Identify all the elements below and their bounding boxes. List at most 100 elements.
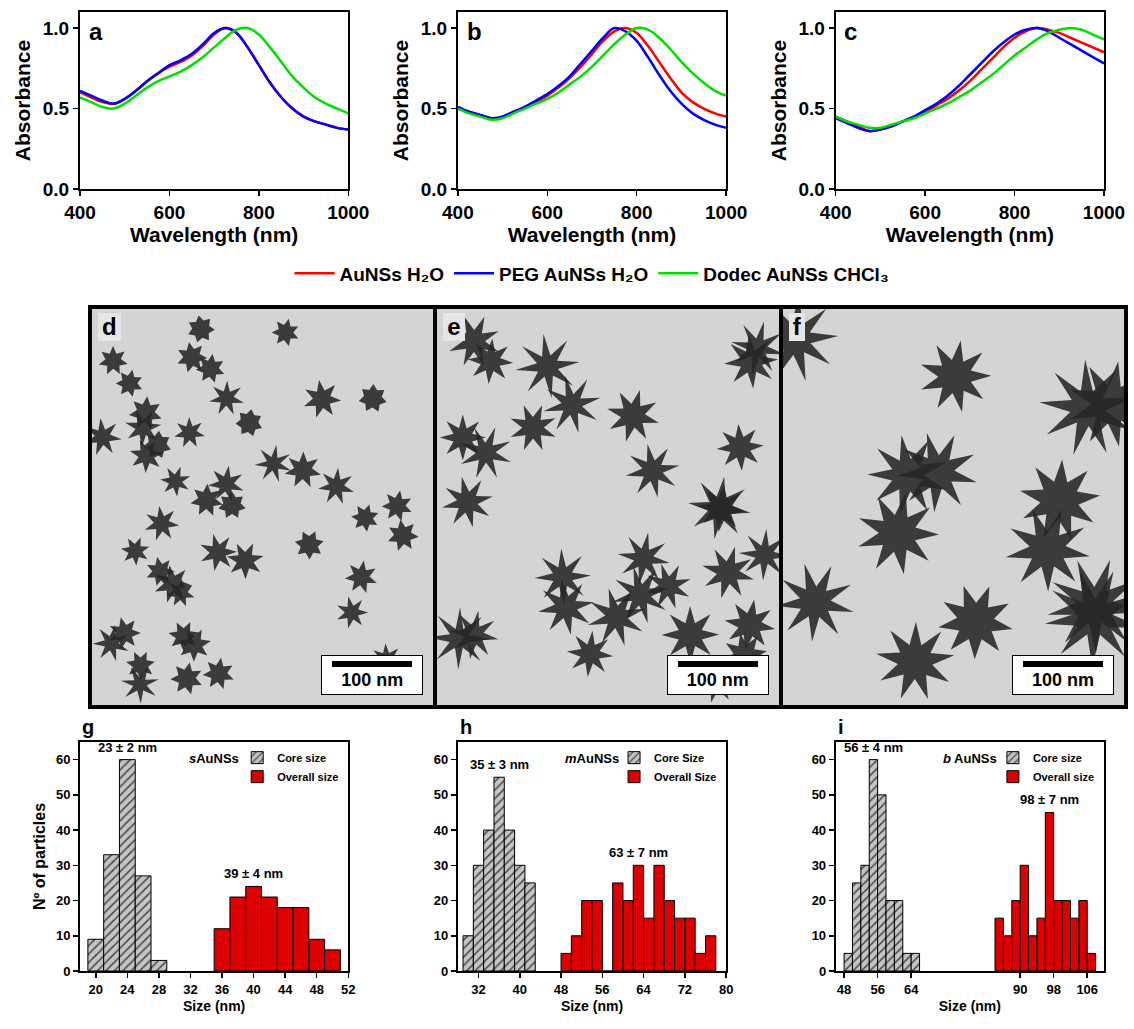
svg-text:b AuNSs: b AuNSs (943, 751, 997, 766)
svg-text:20: 20 (89, 982, 103, 997)
svg-text:g: g (82, 716, 94, 738)
html-text:100 nm: 100 nm (686, 670, 749, 690)
svg-text:PEG AuNSs H₂O: PEG AuNSs H₂O (499, 264, 648, 285)
svg-text:64: 64 (636, 982, 651, 997)
svg-text:Absorbance: Absorbance (389, 40, 412, 161)
svg-text:0: 0 (441, 964, 448, 979)
svg-text:72: 72 (678, 982, 692, 997)
svg-text:Overall size: Overall size (277, 771, 338, 783)
svg-text:600: 600 (154, 202, 186, 223)
svg-text:64: 64 (904, 982, 919, 997)
svg-text:56: 56 (595, 982, 609, 997)
svg-text:Wavelength (nm): Wavelength (nm) (130, 223, 298, 246)
svg-text:600: 600 (909, 202, 941, 223)
svg-text:Size (nm): Size (nm) (561, 998, 623, 1014)
svg-text:106: 106 (1076, 982, 1098, 997)
svg-text:1.0: 1.0 (43, 18, 69, 39)
svg-text:39 ± 4 nm: 39 ± 4 nm (224, 866, 283, 881)
html-text:100 nm: 100 nm (341, 670, 404, 690)
svg-text:Size (nm): Size (nm) (939, 998, 1001, 1014)
svg-text:0.5: 0.5 (798, 98, 825, 119)
svg-text:h: h (460, 716, 472, 738)
svg-text:b: b (467, 18, 482, 45)
svg-text:800: 800 (999, 202, 1031, 223)
svg-text:800: 800 (621, 202, 653, 223)
svg-text:98: 98 (1046, 982, 1060, 997)
svg-text:c: c (844, 18, 857, 45)
svg-text:Core Size: Core Size (654, 752, 704, 764)
svg-text:600: 600 (531, 202, 563, 223)
svg-text:50: 50 (56, 787, 70, 802)
svg-text:Wavelength (nm): Wavelength (nm) (886, 223, 1054, 246)
svg-text:60: 60 (56, 752, 70, 767)
svg-text:10: 10 (812, 928, 826, 943)
svg-text:36: 36 (215, 982, 229, 997)
svg-text:40: 40 (246, 982, 260, 997)
svg-text:40: 40 (812, 823, 826, 838)
svg-text:Absorbance: Absorbance (11, 40, 34, 161)
svg-text:44: 44 (278, 982, 293, 997)
svg-text:Core size: Core size (277, 752, 326, 764)
svg-text:90: 90 (1013, 982, 1027, 997)
svg-text:10: 10 (56, 928, 70, 943)
svg-text:AuNSs H₂O: AuNSs H₂O (340, 264, 445, 285)
svg-text:63 ± 7 nm: 63 ± 7 nm (609, 845, 668, 860)
svg-text:1000: 1000 (327, 202, 369, 223)
svg-text:40: 40 (434, 823, 448, 838)
svg-text:1000: 1000 (705, 202, 747, 223)
svg-text:23 ± 2 nm: 23 ± 2 nm (98, 740, 157, 755)
svg-text:Core size: Core size (1033, 752, 1082, 764)
svg-text:Overall Size: Overall Size (654, 771, 716, 783)
svg-text:400: 400 (442, 202, 474, 223)
svg-text:0.5: 0.5 (43, 98, 70, 119)
svg-text:0: 0 (63, 964, 70, 979)
svg-text:28: 28 (152, 982, 166, 997)
svg-text:mAuNSs: mAuNSs (565, 751, 619, 766)
svg-text:1.0: 1.0 (798, 18, 824, 39)
svg-text:800: 800 (243, 202, 275, 223)
svg-text:a: a (89, 18, 103, 45)
svg-text:50: 50 (812, 787, 826, 802)
svg-text:48: 48 (309, 982, 323, 997)
svg-text:0.0: 0.0 (421, 179, 447, 200)
svg-text:i: i (838, 716, 844, 738)
svg-text:30: 30 (56, 858, 70, 873)
svg-text:sAuNSs: sAuNSs (189, 751, 239, 766)
svg-text:52: 52 (341, 982, 355, 997)
svg-text:32: 32 (183, 982, 197, 997)
svg-text:50: 50 (434, 787, 448, 802)
svg-text:Wavelength (nm): Wavelength (nm) (508, 223, 676, 246)
svg-text:80: 80 (719, 982, 733, 997)
svg-text:56: 56 (870, 982, 884, 997)
svg-text:30: 30 (434, 858, 448, 873)
svg-text:56 ± 4 nm: 56 ± 4 nm (844, 740, 903, 755)
svg-text:98 ± 7 nm: 98 ± 7 nm (1020, 792, 1079, 807)
svg-text:40: 40 (513, 982, 527, 997)
svg-text:48: 48 (554, 982, 568, 997)
svg-text:24: 24 (120, 982, 135, 997)
svg-text:40: 40 (56, 823, 70, 838)
svg-text:60: 60 (812, 752, 826, 767)
svg-text:0.5: 0.5 (421, 98, 448, 119)
svg-text:1.0: 1.0 (421, 18, 447, 39)
svg-text:Dodec AuNSs CHCl₃: Dodec AuNSs CHCl₃ (703, 264, 888, 285)
svg-text:0.0: 0.0 (43, 179, 69, 200)
svg-text:20: 20 (56, 893, 70, 908)
svg-text:48: 48 (837, 982, 851, 997)
svg-text:32: 32 (471, 982, 485, 997)
svg-text:0.0: 0.0 (798, 179, 824, 200)
svg-text:35 ± 3 nm: 35 ± 3 nm (470, 757, 529, 772)
svg-text:400: 400 (820, 202, 852, 223)
svg-text:60: 60 (434, 752, 448, 767)
svg-text:1000: 1000 (1083, 202, 1125, 223)
svg-text:Size (nm): Size (nm) (183, 998, 245, 1014)
svg-text:400: 400 (64, 202, 96, 223)
svg-text:Absorbance: Absorbance (767, 40, 790, 161)
svg-text:Overall size: Overall size (1033, 771, 1094, 783)
svg-text:Nº of particles: Nº of particles (31, 803, 48, 910)
svg-text:20: 20 (434, 893, 448, 908)
svg-text:10: 10 (434, 928, 448, 943)
svg-text:30: 30 (812, 858, 826, 873)
svg-text:20: 20 (812, 893, 826, 908)
svg-text:0: 0 (819, 964, 826, 979)
